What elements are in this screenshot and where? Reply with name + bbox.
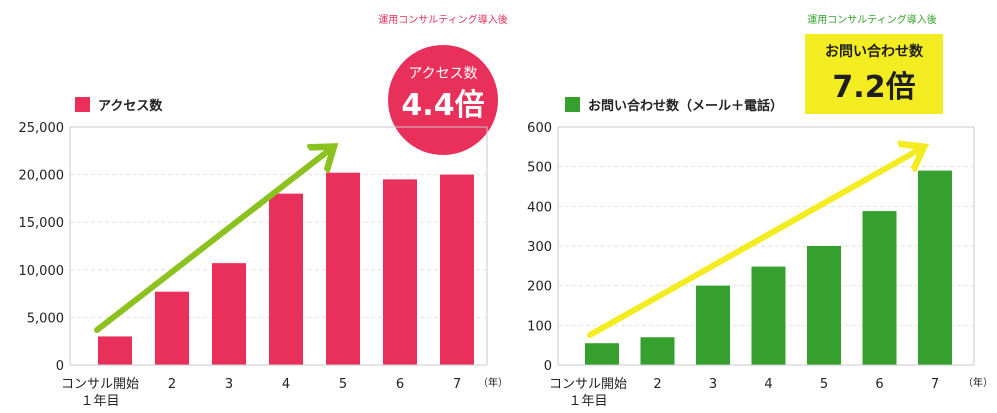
inquiries-x-axis: コンサル開始１年目 2 3 4 5 6 7 xyxy=(549,377,939,409)
inquiries-y-axis: 0 100 200 300 400 500 600 xyxy=(527,121,552,374)
access-legend-swatch xyxy=(75,97,90,112)
inquiries-legend-swatch xyxy=(565,97,580,112)
access-bar xyxy=(98,336,132,365)
inquiries-x-tick-label: 2 xyxy=(653,377,661,392)
access-bars xyxy=(98,172,474,365)
inquiries-bar xyxy=(918,170,952,365)
inquiries-y-tick-label: 500 xyxy=(527,161,552,176)
inquiries-badge-label: お問い合わせ数 xyxy=(825,43,924,60)
inquiries-x-tick-label: 7 xyxy=(931,377,939,392)
access-annotation-caption: 運用コンサルティング導入後 xyxy=(378,13,507,26)
access-x-tick-label: 4 xyxy=(282,377,290,392)
access-bar xyxy=(383,179,417,365)
inquiries-bar xyxy=(640,337,675,365)
inquiries-y-tick-label: 0 xyxy=(544,359,552,374)
access-y-tick-label: 10,000 xyxy=(19,264,65,279)
access-x-tick-label: 5 xyxy=(339,377,347,392)
inquiries-x-unit: （年） xyxy=(963,376,993,389)
access-growth-arrow xyxy=(94,148,332,333)
access-bar xyxy=(212,263,246,365)
access-chart: 運用コンサルティング導入後 アクセス数 4.4倍 アクセス数 0 5,000 10,… xyxy=(19,13,509,409)
inquiries-bar xyxy=(696,285,730,365)
inquiries-bar xyxy=(862,211,897,365)
access-bar xyxy=(269,193,303,365)
inquiries-y-tick-label: 600 xyxy=(527,121,552,136)
access-x-unit: （年） xyxy=(478,376,508,389)
access-y-tick-label: 20,000 xyxy=(19,169,65,184)
access-x-axis: コンサル開始１年目 2 3 4 5 6 7 xyxy=(61,377,461,409)
access-badge-value: 4.4倍 xyxy=(401,88,484,123)
inquiries-badge-value: 7.2倍 xyxy=(832,70,915,105)
access-y-tick-label: 5,000 xyxy=(27,311,64,326)
access-x-tick-label: 2 xyxy=(168,377,176,392)
access-x-tick-label: コンサル開始１年目 xyxy=(61,377,139,409)
access-badge-label: アクセス数 xyxy=(408,66,477,82)
access-y-axis: 0 5,000 10,000 15,000 20,000 25,000 xyxy=(19,121,65,374)
inquiries-y-tick-label: 200 xyxy=(527,280,552,295)
inquiries-badge xyxy=(805,34,943,114)
inquiries-legend-label: お問い合わせ数（メール＋電話） xyxy=(588,98,783,114)
inquiries-y-tick-label: 300 xyxy=(527,240,552,255)
access-bar xyxy=(155,291,189,365)
access-x-tick-label: 3 xyxy=(225,377,233,392)
access-bar xyxy=(326,172,360,365)
access-x-tick-label: 6 xyxy=(396,377,404,392)
access-y-tick-label: 25,000 xyxy=(19,121,65,136)
inquiries-bar xyxy=(807,246,841,365)
access-x-tick-label: 7 xyxy=(453,377,461,392)
inquiries-x-tick-label: 4 xyxy=(764,377,772,392)
access-legend-label: アクセス数 xyxy=(98,98,163,114)
inquiries-bar xyxy=(585,343,619,365)
access-y-tick-label: 0 xyxy=(56,359,64,374)
inquiries-x-tick-label: 5 xyxy=(820,377,828,392)
access-y-tick-label: 15,000 xyxy=(19,216,65,231)
inquiries-y-tick-label: 100 xyxy=(527,319,552,334)
inquiries-chart: 運用コンサルティング導入後 お問い合わせ数 7.2倍 お問い合わせ数（メール＋電… xyxy=(527,13,993,409)
inquiries-x-tick-label: コンサル開始１年目 xyxy=(549,377,627,409)
inquiries-y-tick-label: 400 xyxy=(527,200,552,215)
inquiries-bar xyxy=(751,266,786,365)
access-bar xyxy=(440,174,474,365)
inquiries-x-tick-label: 3 xyxy=(709,377,717,392)
inquiries-annotation-caption: 運用コンサルティング導入後 xyxy=(807,13,936,26)
inquiries-bars xyxy=(585,170,952,365)
inquiries-growth-arrow xyxy=(587,148,922,338)
inquiries-x-tick-label: 6 xyxy=(875,377,883,392)
